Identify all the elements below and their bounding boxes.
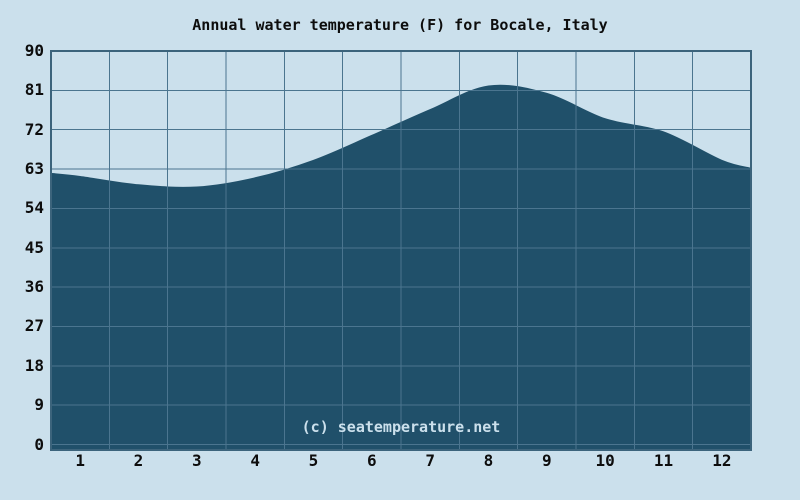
- x-tick-label: 2: [133, 451, 144, 470]
- y-tick-label: 18: [24, 355, 44, 375]
- watermark-label: (c) seatemperature.net: [301, 418, 501, 436]
- x-tick-label: 8: [483, 451, 494, 470]
- x-tick-label: 6: [367, 451, 377, 470]
- y-tick-label: 9: [34, 395, 44, 415]
- y-tick-label: 0: [34, 434, 44, 454]
- y-tick-label: 72: [24, 119, 44, 139]
- x-tick-label: 10: [595, 451, 615, 470]
- x-tick-label: 12: [712, 451, 732, 470]
- plot-frame: [50, 50, 752, 451]
- chart-title: Annual water temperature (F) for Bocale,…: [192, 16, 608, 34]
- x-tick-label: 3: [192, 451, 202, 470]
- x-tick-label: 7: [425, 451, 435, 470]
- x-tick-label: 11: [653, 451, 674, 470]
- y-tick-label: 81: [24, 80, 44, 100]
- y-tick-label: 45: [24, 237, 44, 257]
- y-tick-label: 36: [24, 277, 44, 297]
- x-tick-label: 1: [75, 451, 85, 470]
- x-tick-label: 5: [308, 451, 319, 470]
- y-tick-label: 54: [24, 198, 44, 218]
- x-tick-label: 9: [542, 451, 552, 470]
- x-tick-label: 4: [250, 451, 260, 470]
- y-tick-label: 90: [24, 41, 44, 60]
- gridlines: [50, 50, 752, 450]
- y-tick-label: 27: [24, 316, 44, 336]
- y-tick-label: 63: [24, 159, 44, 179]
